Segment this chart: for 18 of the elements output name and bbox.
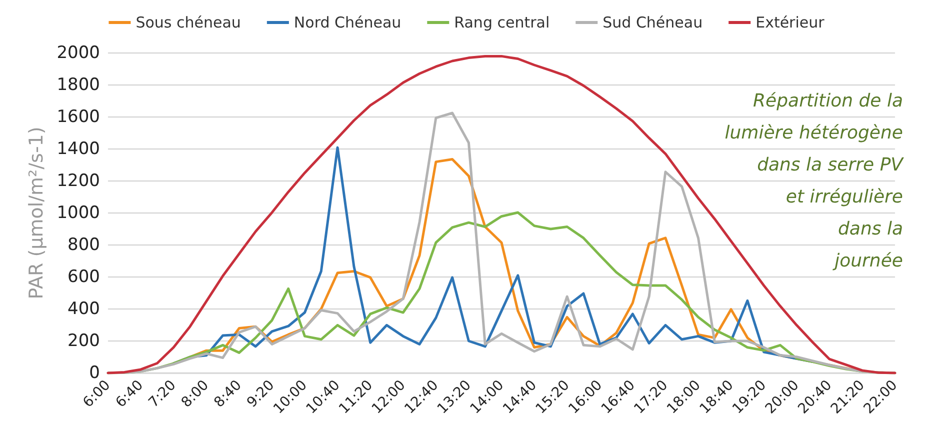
y-tick-label: 600: [68, 267, 100, 287]
legend-label: Nord Chéneau: [294, 14, 402, 32]
y-tick-label: 1600: [56, 107, 100, 127]
y-tick-label: 1400: [56, 139, 100, 159]
legend-label: Sud Chéneau: [602, 14, 703, 32]
y-tick-label: 1200: [56, 171, 100, 191]
y-tick-label: 400: [68, 299, 100, 319]
y-tick-label: 2000: [56, 43, 100, 63]
legend-label: Sous chéneau: [136, 14, 241, 32]
y-tick-label: 1800: [56, 75, 100, 95]
y-axis-title: PAR (µmol/m²/s-1): [25, 126, 48, 300]
y-tick-label: 800: [68, 235, 100, 255]
y-tick-label: 0: [89, 363, 100, 383]
y-tick-label: 200: [68, 331, 100, 351]
legend-label: Extérieur: [756, 14, 826, 32]
y-tick-label: 1000: [56, 203, 100, 223]
legend-label: Rang central: [454, 14, 550, 32]
annotation: Répartition de la lumière hétérogène dans la serre PV et irrégulière dans la journée: [724, 90, 905, 272]
